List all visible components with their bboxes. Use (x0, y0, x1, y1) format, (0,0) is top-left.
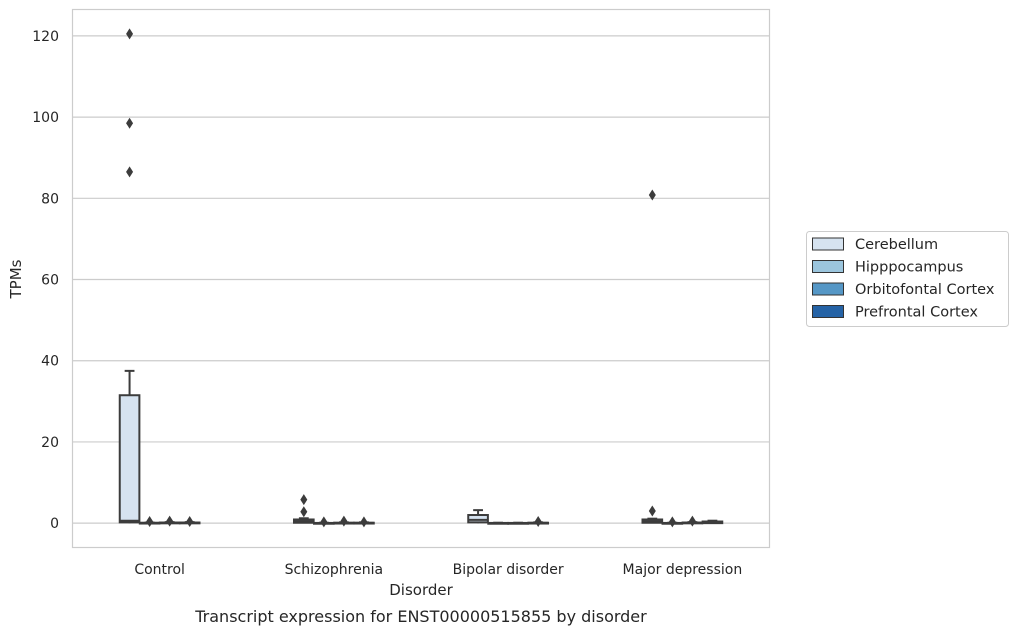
outlier-point (126, 117, 134, 129)
outlier-point (300, 506, 308, 518)
plot-frame (71, 8, 771, 549)
y-tick-label-40: 40 (41, 354, 59, 370)
legend-item-orbitofontal-cortex: Orbitofontal Cortex (812, 282, 995, 298)
box-hipppocampus-1 (313, 516, 335, 528)
box-prefrontal-cortex-0 (178, 516, 201, 528)
y-tick-label-20: 20 (41, 435, 59, 451)
legend-label: Orbitofontal Cortex (855, 282, 995, 298)
box-orbitofontal-cortex-3 (681, 515, 704, 527)
legend-label: Hipppocampus (855, 260, 963, 276)
box-iqr (467, 514, 489, 524)
y-tick-label-0: 0 (50, 516, 59, 532)
legend-frame (806, 231, 1009, 327)
box-iqr (118, 394, 141, 524)
box-orbitofontal-cortex-1 (333, 515, 355, 527)
y-tick-label-120: 120 (32, 29, 59, 45)
outlier-point (648, 189, 656, 201)
y-axis-title: TPMs (7, 259, 25, 299)
chart-caption: Transcript expression for ENST0000051585… (194, 607, 647, 626)
box-hipppocampus-0 (138, 516, 161, 528)
outlier-point (320, 516, 328, 528)
outlier-point (300, 494, 308, 506)
legend-item-hipppocampus: Hipppocampus (812, 260, 963, 276)
legend-swatch (812, 237, 844, 251)
box-cerebellum-2 (467, 509, 489, 524)
x-axis-title: Disorder (389, 581, 453, 599)
outlier-point (126, 28, 134, 40)
box-hipppocampus-3 (661, 516, 684, 528)
box-cerebellum-1 (292, 494, 315, 524)
legend-swatch (812, 260, 844, 273)
x-tick-label-schizophrenia: Schizophrenia (285, 562, 383, 578)
legend-item-cerebellum: Cerebellum (812, 237, 938, 253)
box-cerebellum-3 (641, 189, 664, 524)
legend-label: Prefrontal Cortex (855, 305, 978, 321)
box-orbitofontal-cortex-2 (507, 521, 529, 525)
y-tick-label-60: 60 (41, 273, 59, 289)
boxes (118, 28, 724, 528)
outlier-point (668, 516, 676, 528)
x-tick-label-bipolar-disorder: Bipolar disorder (453, 562, 564, 578)
outlier-point (166, 515, 174, 527)
x-tick-labels: Control Schizophrenia Bipolar disorder Majo… (134, 562, 742, 578)
outlier-point (534, 516, 542, 528)
box-orbitofontal-cortex-0 (158, 515, 181, 527)
outlier-point (126, 166, 134, 178)
box-prefrontal-cortex-1 (353, 516, 375, 528)
y-tick-label-100: 100 (32, 110, 59, 126)
legend-item-prefrontal-cortex: Prefrontal Cortex (812, 305, 978, 321)
outlier-point (146, 516, 154, 528)
y-tick-labels: 0 20 40 60 80 100 120 (32, 29, 59, 532)
outlier-point (648, 505, 656, 517)
legend-swatch (812, 282, 844, 296)
x-tick-label-major-depression: Major depression (623, 562, 743, 578)
outlier-point (340, 515, 348, 527)
x-tick-label-control: Control (134, 562, 185, 578)
outlier-point (688, 515, 696, 527)
box-hipppocampus-2 (487, 521, 509, 525)
legend-swatch (812, 305, 844, 318)
box-prefrontal-cortex-2 (527, 516, 550, 528)
legend: Cerebellum Hipppocampus Orbitofontal Corte… (806, 231, 1009, 327)
gridlines (72, 35, 770, 524)
box-prefrontal-cortex-3 (701, 519, 724, 525)
legend-label: Cerebellum (855, 237, 938, 253)
y-tick-label-80: 80 (41, 191, 59, 207)
box-cerebellum-0 (118, 28, 141, 524)
outlier-point (360, 516, 368, 528)
outlier-point (186, 516, 194, 528)
